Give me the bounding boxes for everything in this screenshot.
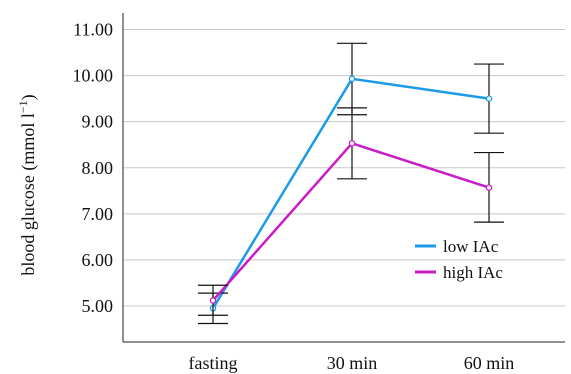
data-point xyxy=(485,95,493,102)
data-point xyxy=(485,184,493,191)
x-tick-label: 30 min xyxy=(327,353,378,373)
y-tick-label: 10.00 xyxy=(73,66,114,86)
y-tick-label: 11.00 xyxy=(73,20,113,40)
series-1 xyxy=(198,42,504,325)
y-tick-label: 5.00 xyxy=(82,296,114,316)
legend-item: low IAc xyxy=(415,237,499,256)
y-tick-label: 8.00 xyxy=(82,158,114,178)
data-point xyxy=(348,75,356,83)
x-tick-labels: fasting 30 min 60 min xyxy=(189,353,515,373)
y-tick-labels: 5.00 6.00 7.00 8.00 9.00 10.00 11.00 xyxy=(73,20,114,317)
data-point xyxy=(209,297,217,304)
y-tick-label: 6.00 xyxy=(82,250,114,270)
legend-item: high IAc xyxy=(415,263,503,282)
y-tick-label: 9.00 xyxy=(82,112,114,132)
x-tick-label: 60 min xyxy=(464,353,515,373)
axes xyxy=(122,13,565,343)
data-point xyxy=(348,140,356,147)
legend-label: high IAc xyxy=(443,263,503,282)
series-2 xyxy=(198,107,504,316)
x-tick-label: fasting xyxy=(189,353,238,373)
legend: low IAc high IAc xyxy=(415,237,503,282)
gridlines xyxy=(123,29,565,307)
y-tick-label: 7.00 xyxy=(82,204,114,224)
legend-label: low IAc xyxy=(443,237,499,256)
y-axis-label: blood glucose (mmol l−1) xyxy=(16,94,39,275)
series-layer xyxy=(198,42,504,325)
